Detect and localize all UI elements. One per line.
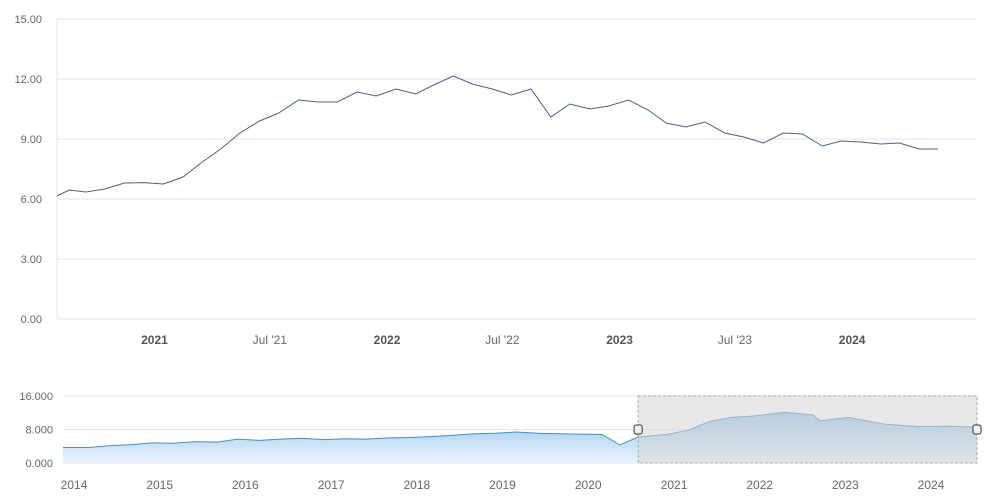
nav-x-tick-label: 2024: [918, 478, 945, 492]
nav-x-tick-label: 2020: [575, 478, 602, 492]
data-point: [761, 140, 767, 146]
data-point: [916, 146, 922, 152]
nav-x-tick-label: 2022: [746, 478, 773, 492]
data-point: [218, 146, 224, 152]
data-point: [431, 82, 437, 88]
x-tick-label: Jul '22: [485, 333, 520, 347]
data-point: [683, 124, 689, 130]
x-tick-label: 2022: [374, 333, 401, 347]
data-point: [587, 106, 593, 112]
data-point: [663, 120, 669, 126]
x-tick-label: Jul '21: [253, 333, 288, 347]
data-point: [548, 114, 554, 120]
nav-x-tick-label: 2014: [61, 478, 88, 492]
data-point: [567, 101, 573, 107]
data-point: [334, 99, 340, 105]
data-point: [296, 97, 302, 103]
y-tick-label: 12.00: [14, 74, 42, 86]
y-tick-label: 6.00: [21, 194, 42, 206]
y-tick-label: 15.00: [14, 14, 42, 26]
data-point: [645, 107, 651, 113]
data-point: [489, 86, 495, 92]
x-tick-label: Jul '23: [718, 333, 753, 347]
data-point: [198, 160, 204, 166]
series-line: [56, 75, 939, 197]
y-tick-label: 3.00: [21, 254, 42, 266]
data-point: [54, 193, 60, 199]
data-point: [257, 118, 263, 124]
nav-x-tick-label: 2016: [232, 478, 259, 492]
data-point: [66, 187, 72, 193]
y-tick-label: 9.00: [21, 134, 42, 146]
data-point: [819, 143, 825, 149]
data-point: [237, 130, 243, 136]
data-point: [702, 119, 708, 125]
nav-y-tick-label: 8.000: [25, 425, 53, 437]
data-point: [626, 97, 632, 103]
data-point: [180, 174, 186, 180]
data-point: [741, 134, 747, 140]
nav-y-tick-label: 16.000: [19, 391, 53, 403]
y-tick-label: 0.00: [21, 314, 42, 326]
navigator[interactable]: 0.000 8.000 16.000 2014 2015 2016 2017 2018 2019…: [19, 391, 982, 492]
data-point: [508, 92, 514, 98]
nav-x-tick-label: 2021: [661, 478, 688, 492]
data-point: [450, 73, 456, 79]
data-point: [528, 86, 534, 92]
data-point: [838, 138, 844, 144]
data-point: [141, 180, 147, 186]
data-point: [276, 110, 282, 116]
main-plot: 0.00 3.00 6.00 9.00 12.00 15.00 2021 Jul '21 202…: [14, 14, 977, 347]
data-point: [606, 103, 612, 109]
nav-x-tick-label: 2019: [489, 478, 516, 492]
nav-x-tick-label: 2017: [318, 478, 345, 492]
data-point: [469, 81, 475, 87]
x-tick-label: 2023: [606, 333, 633, 347]
nav-x-tick-label: 2023: [832, 478, 859, 492]
data-point: [83, 189, 89, 195]
nav-x-tick-label: 2018: [404, 478, 431, 492]
nav-left-handle[interactable]: [633, 424, 643, 435]
x-tick-label: 2021: [141, 333, 168, 347]
data-point: [799, 131, 805, 137]
data-point: [102, 186, 108, 192]
data-point: [354, 89, 360, 95]
nav-selection-window[interactable]: [637, 395, 978, 464]
data-point: [935, 146, 941, 152]
data-point: [858, 139, 864, 145]
data-point: [373, 93, 379, 99]
data-point: [896, 140, 902, 146]
data-point: [878, 141, 884, 147]
data-point: [722, 130, 728, 136]
nav-right-handle[interactable]: [972, 424, 982, 435]
data-point: [315, 99, 321, 105]
data-point: [160, 181, 166, 187]
data-point: [393, 86, 399, 92]
nav-x-tick-label: 2015: [146, 478, 173, 492]
x-tick-label: 2024: [839, 333, 866, 347]
data-point: [780, 130, 786, 136]
data-point: [122, 180, 128, 186]
nav-y-tick-label: 0.000: [25, 458, 53, 470]
data-point: [413, 91, 419, 97]
